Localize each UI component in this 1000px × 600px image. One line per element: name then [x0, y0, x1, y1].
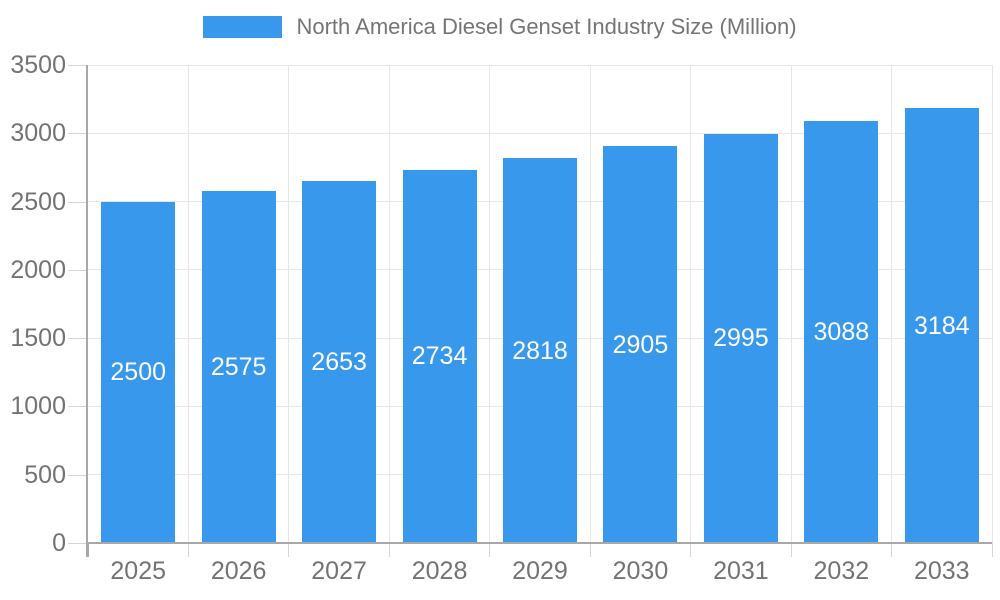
x-axis-tick	[388, 543, 390, 557]
bar	[904, 108, 979, 543]
y-axis-tick-label: 500	[24, 460, 66, 489]
x-axis-tick-label: 2027	[311, 557, 367, 585]
x-axis-tick	[891, 543, 893, 557]
y-axis-tick-label: 1000	[10, 392, 66, 421]
bar	[201, 191, 276, 543]
x-gridline	[288, 65, 290, 543]
x-axis-tick-label: 2028	[411, 557, 468, 585]
x-axis-tick	[87, 543, 89, 557]
y-axis-tick	[68, 474, 88, 476]
x-axis-tick	[991, 543, 993, 557]
y-axis-tick	[68, 338, 88, 340]
y-axis-tick	[68, 543, 88, 544]
legend-swatch	[203, 16, 283, 38]
x-gridline	[790, 65, 792, 543]
y-axis-tick	[68, 133, 88, 135]
bar	[503, 158, 577, 543]
x-axis-tick	[489, 543, 491, 557]
x-axis-tick	[690, 543, 692, 557]
x-axis-tick-label: 2026	[210, 557, 267, 585]
x-gridline	[388, 65, 390, 543]
bar	[302, 180, 377, 543]
y-axis-line	[86, 65, 88, 557]
bar-value-label: 2653	[311, 347, 367, 376]
bar	[101, 201, 176, 543]
y-gridline	[88, 132, 992, 134]
x-axis-tick-label: 2030	[612, 557, 669, 585]
bar-value-label: 2500	[110, 358, 167, 387]
x-gridline	[991, 65, 993, 543]
y-axis-tick-label: 3000	[10, 119, 66, 148]
y-gridline	[88, 64, 992, 66]
y-axis-tick-label: 2500	[10, 187, 66, 216]
y-axis-tick-label: 2000	[10, 255, 66, 284]
x-axis-tick-label: 2029	[512, 557, 568, 585]
bar-value-label: 2818	[512, 336, 568, 365]
bar	[402, 169, 477, 543]
y-axis-tick	[68, 406, 88, 408]
bar-value-label: 2995	[713, 324, 769, 353]
y-axis-tick	[68, 201, 88, 203]
bar-value-label: 3184	[913, 311, 970, 340]
x-axis-tick-label: 2025	[110, 557, 167, 585]
x-gridline	[891, 65, 893, 543]
x-axis-tick	[589, 543, 591, 557]
x-axis-line	[88, 542, 992, 544]
bar-value-label: 2734	[411, 342, 468, 371]
bar	[603, 146, 678, 543]
x-gridline	[489, 65, 491, 543]
chart-legend[interactable]: North America Diesel Genset Industry Siz…	[0, 14, 1000, 40]
x-gridline	[690, 65, 692, 543]
y-axis-tick-label: 1500	[10, 324, 66, 353]
x-axis-tick-label: 2033	[913, 557, 970, 585]
x-axis-tick-label: 2032	[813, 557, 870, 585]
bar-value-label: 2575	[210, 353, 267, 382]
bar	[804, 121, 879, 543]
y-axis-tick-label: 3500	[10, 51, 66, 79]
bar	[703, 133, 778, 543]
y-axis-tick	[68, 65, 88, 66]
bar-value-label: 3088	[813, 318, 870, 347]
x-axis-tick-label: 2031	[713, 557, 769, 585]
x-axis-tick	[288, 543, 290, 557]
x-gridline	[187, 65, 189, 543]
y-axis-tick	[68, 269, 88, 271]
bar-value-label: 2905	[612, 330, 669, 359]
plot-area: 2500 2575 2653 2734 2818 2905 2995 3088 3184	[88, 64, 993, 543]
y-axis-tick-label: 0	[52, 529, 66, 557]
x-gridline	[589, 65, 591, 543]
legend-label: North America Diesel Genset Industry Siz…	[296, 14, 797, 39]
x-axis-tick	[187, 543, 189, 557]
x-axis-tick	[790, 543, 792, 557]
